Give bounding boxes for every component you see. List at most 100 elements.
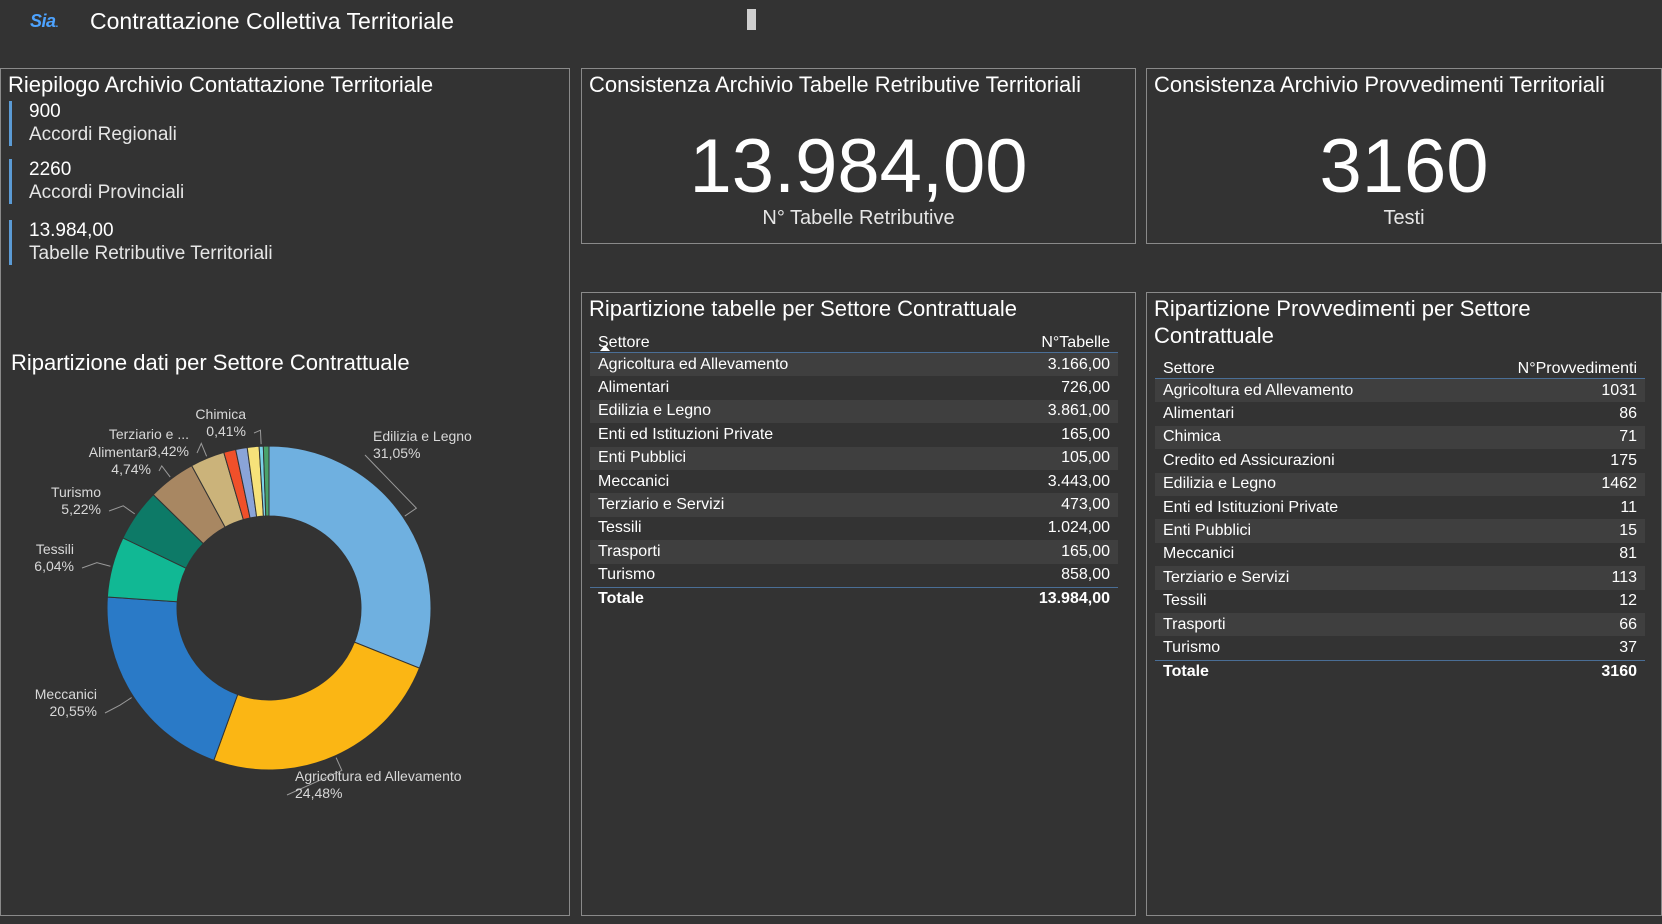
donut-slice[interactable]: [268, 445, 432, 669]
table-row[interactable]: Trasporti 165,00: [590, 540, 1118, 564]
table-row[interactable]: Credito ed Assicurazioni 175: [1155, 449, 1645, 473]
table-row[interactable]: Chimica 71: [1155, 425, 1645, 450]
column-header-value[interactable]: N°Tabelle: [1041, 334, 1110, 351]
kpi-tabelle-label: N° Tabelle Retributive: [762, 207, 955, 229]
table-provv[interactable]: Settore N°Provvedimenti Agricoltura ed A…: [1155, 351, 1645, 684]
table-row[interactable]: Tessili 12: [1155, 589, 1645, 613]
cell-value: 15: [1619, 522, 1637, 540]
donut-leader-line: [81, 562, 111, 569]
cell-value: 858,00: [1061, 566, 1110, 584]
summary-label: Tabelle Retributive Territoriali: [29, 243, 273, 264]
sort-ascending-icon: [600, 345, 610, 351]
table-row[interactable]: Terziario e Servizi 113: [1155, 566, 1645, 590]
donut-slice[interactable]: [106, 596, 239, 761]
table-row[interactable]: Alimentari 726,00: [590, 376, 1118, 400]
donut-chart[interactable]: Edilizia e Legno 31,05% Agricoltura ed All…: [1, 401, 571, 881]
cell-value: 1.024,00: [1047, 519, 1110, 537]
cell-value: 86: [1619, 405, 1637, 423]
cell-value: 726,00: [1061, 379, 1110, 397]
total-value: 3160: [1601, 663, 1637, 681]
donut-leader-line: [104, 697, 132, 714]
cell-settore: Trasporti: [598, 542, 661, 560]
app-header: Sia. Contrattazione Collettiva Territori…: [0, 0, 1662, 48]
table-body: Agricoltura ed Allevamento 1031 Alimentari…: [1155, 379, 1645, 660]
donut-label-name: Meccanici: [35, 686, 97, 702]
table-total-row: Totale 3160: [1155, 659, 1645, 684]
table-body: Agricoltura ed Allevamento 3.166,00 Alimen…: [590, 353, 1118, 587]
app-title: Contrattazione Collettiva Territoriale: [90, 8, 454, 34]
cell-value: 165,00: [1061, 542, 1110, 560]
column-header-settore[interactable]: Settore: [1163, 360, 1215, 377]
cell-value: 3.166,00: [1047, 355, 1110, 373]
table-row[interactable]: Turismo 37: [1155, 636, 1645, 660]
cell-settore: Turismo: [598, 566, 656, 584]
cell-settore: Alimentari: [598, 379, 670, 397]
cell-settore: Edilizia e Legno: [598, 402, 711, 420]
cell-settore: Credito ed Assicurazioni: [1163, 451, 1335, 469]
chart-title: Ripartizione dati per Settore Contrattua…: [11, 350, 410, 375]
table-row[interactable]: Trasporti 66: [1155, 612, 1645, 637]
donut-label-percent: 0,41%: [206, 423, 246, 439]
summary-panel: Riepilogo Archivio Contattazione Territo…: [0, 68, 570, 916]
summary-item-tabelle-retributive: 13.984,00 Tabelle Retributive Territoria…: [9, 220, 273, 265]
table-provv-panel: Ripartizione Provvedimenti per Settore C…: [1146, 292, 1662, 916]
text-cursor-icon: [747, 9, 756, 30]
cell-value: 165,00: [1061, 425, 1110, 443]
table-row[interactable]: Turismo 858,00: [590, 563, 1118, 587]
table-row[interactable]: Edilizia e Legno 3.861,00: [590, 399, 1118, 424]
table-row[interactable]: Agricoltura ed Allevamento 3.166,00: [590, 353, 1118, 377]
donut-slice[interactable]: [262, 445, 270, 517]
kpi-tabelle-title: Consistenza Archivio Tabelle Retributive…: [589, 72, 1081, 97]
column-header-value[interactable]: N°Provvedimenti: [1517, 360, 1637, 377]
table-row[interactable]: Meccanici 3.443,00: [590, 469, 1118, 494]
cell-settore: Edilizia e Legno: [1163, 475, 1276, 493]
summary-label: Accordi Regionali: [29, 124, 177, 145]
donut-leader-line: [286, 757, 343, 796]
table-tabelle-panel: Ripartizione tabelle per Settore Contrat…: [581, 292, 1136, 916]
table-tabelle[interactable]: Settore N°Tabelle Agricoltura ed Allevam…: [590, 325, 1118, 611]
table-row[interactable]: Enti ed Istituzioni Private 11: [1155, 495, 1645, 520]
donut-label-name: Agricoltura ed Allevamento: [295, 768, 462, 784]
table-row[interactable]: Meccanici 81: [1155, 542, 1645, 567]
summary-value: 2260: [29, 159, 72, 180]
total-label: Totale: [1163, 663, 1209, 681]
cell-value: 81: [1619, 545, 1637, 563]
table-row[interactable]: Agricoltura ed Allevamento 1031: [1155, 379, 1645, 403]
table-row[interactable]: Enti ed Istituzioni Private 165,00: [590, 423, 1118, 447]
donut-label-name: Edilizia e Legno: [373, 428, 472, 444]
cell-value: 1031: [1601, 381, 1637, 399]
table-row[interactable]: Alimentari 86: [1155, 402, 1645, 426]
table-row[interactable]: Enti Pubblici 15: [1155, 519, 1645, 543]
donut-leader-line: [158, 465, 171, 478]
donut-leader-line: [196, 442, 208, 457]
table-row[interactable]: Terziario e Servizi 473,00: [590, 493, 1118, 517]
table-total-row: Totale 13.984,00: [590, 586, 1118, 611]
donut-label-name: Tessili: [36, 541, 74, 557]
kpi-provv-label: Testi: [1383, 207, 1425, 229]
table-provv-title: Ripartizione Provvedimenti per Settore C…: [1154, 296, 1531, 348]
table-row[interactable]: Tessili 1.024,00: [590, 516, 1118, 541]
cell-settore: Enti ed Istituzioni Private: [598, 425, 774, 443]
donut-leader-line: [108, 505, 135, 515]
cell-settore: Tessili: [598, 519, 642, 537]
table-header[interactable]: Settore N°Tabelle: [590, 325, 1118, 353]
table-row[interactable]: Edilizia e Legno 1462: [1155, 472, 1645, 496]
cell-settore: Alimentari: [1163, 405, 1235, 423]
table-tabelle-title: Ripartizione tabelle per Settore Contrat…: [589, 296, 1018, 321]
table-header[interactable]: Settore N°Provvedimenti: [1155, 351, 1645, 379]
kpi-tabelle-panel: Consistenza Archivio Tabelle Retributive…: [581, 68, 1136, 244]
donut-label-name: Alimentari: [89, 444, 151, 460]
kpi-provv-value: 3160: [1319, 124, 1489, 209]
cell-value: 1462: [1601, 475, 1637, 493]
table-row[interactable]: Enti Pubblici 105,00: [590, 446, 1118, 470]
donut-slice[interactable]: [213, 641, 421, 771]
donut-label-percent: 20,55%: [50, 703, 97, 719]
column-header-settore[interactable]: Settore: [598, 334, 650, 351]
cell-settore: Tessili: [1163, 592, 1207, 610]
cell-value: 12: [1619, 592, 1637, 610]
donut-label-percent: 5,22%: [61, 501, 101, 517]
cell-value: 71: [1619, 428, 1637, 446]
donut-label-percent: 24,48%: [295, 785, 342, 801]
cell-settore: Turismo: [1163, 638, 1221, 656]
